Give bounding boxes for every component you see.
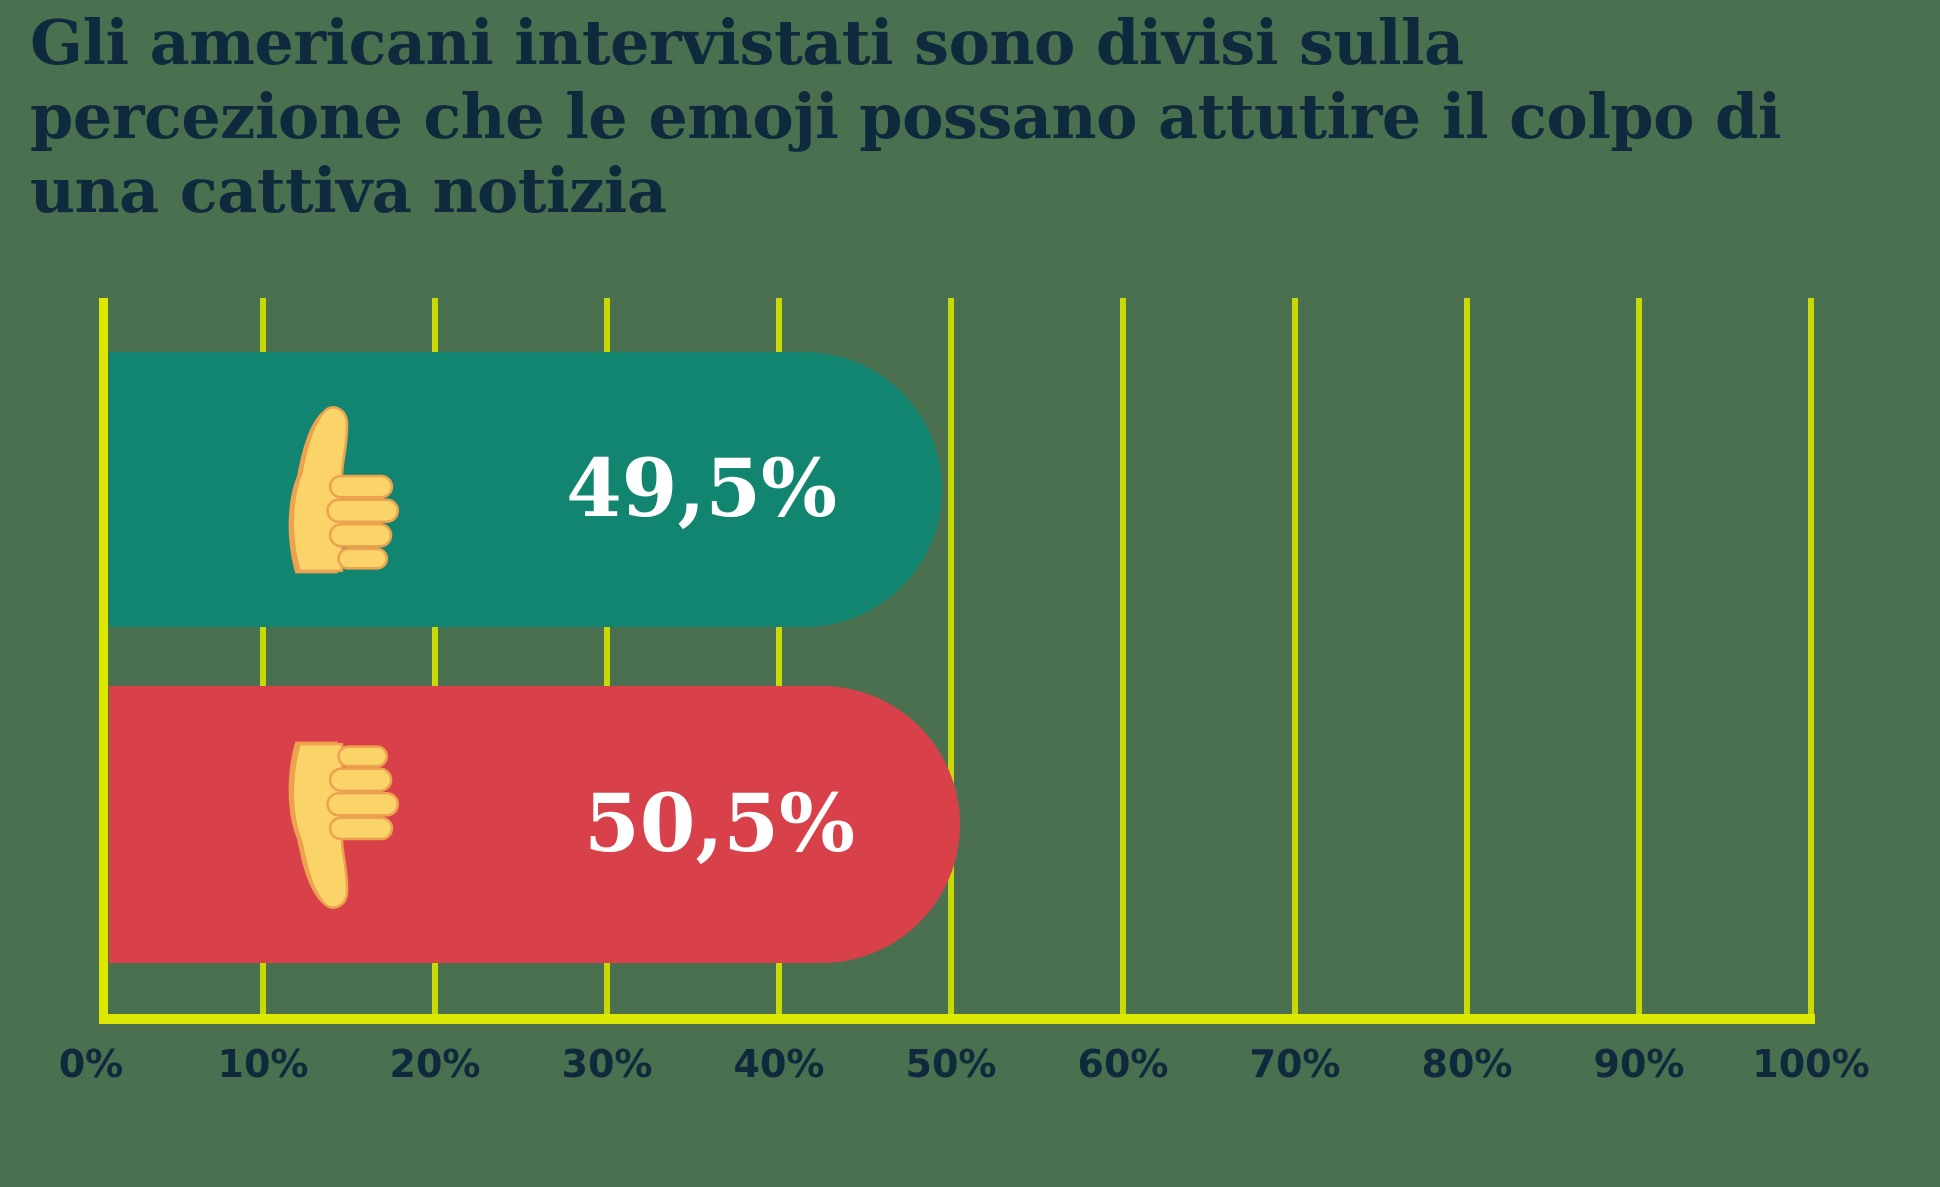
x-axis-tick-label: 0% — [58, 1042, 124, 1086]
gridline — [1120, 298, 1126, 1014]
gridline — [1464, 298, 1470, 1014]
x-axis-tick-label: 30% — [561, 1042, 653, 1086]
gridline — [1292, 298, 1298, 1014]
chart-title-line: Gli americani intervistati sono divisi s… — [30, 6, 1464, 79]
bar-value-label: 50,5% — [584, 775, 855, 870]
x-axis-tick-label: 70% — [1249, 1042, 1341, 1086]
x-axis-tick-label: 20% — [389, 1042, 481, 1086]
x-axis-tick-label: 10% — [217, 1042, 309, 1086]
x-axis-tick-label: 90% — [1593, 1042, 1685, 1086]
x-axis-line — [99, 1014, 1815, 1024]
bar-thumbs-up: 49,5% — [109, 352, 942, 627]
gridline — [776, 298, 782, 1014]
thumbs-down-icon — [281, 730, 408, 920]
x-axis-tick-label: 40% — [733, 1042, 825, 1086]
gridline — [948, 298, 954, 1014]
bar-thumbs-down: 50,5% — [109, 686, 960, 963]
gridline — [432, 298, 438, 1014]
chart-title: Gli americani intervistati sono divisi s… — [30, 6, 1781, 228]
gridline — [1808, 298, 1814, 1014]
gridline — [604, 298, 610, 1014]
chart-title-line: percezione che le emoji possano attutire… — [30, 80, 1781, 153]
bar-value-label: 49,5% — [566, 440, 837, 535]
x-axis-tick-label: 100% — [1752, 1042, 1870, 1086]
x-axis-tick-label: 80% — [1421, 1042, 1513, 1086]
chart-title-line: una cattiva notizia — [30, 154, 667, 227]
x-axis-tick-label: 60% — [1077, 1042, 1169, 1086]
gridline — [260, 298, 266, 1014]
thumbs-up-icon — [281, 395, 408, 585]
y-axis-line — [99, 298, 108, 1014]
x-axis-tick-label: 50% — [905, 1042, 997, 1086]
gridline — [1636, 298, 1642, 1014]
